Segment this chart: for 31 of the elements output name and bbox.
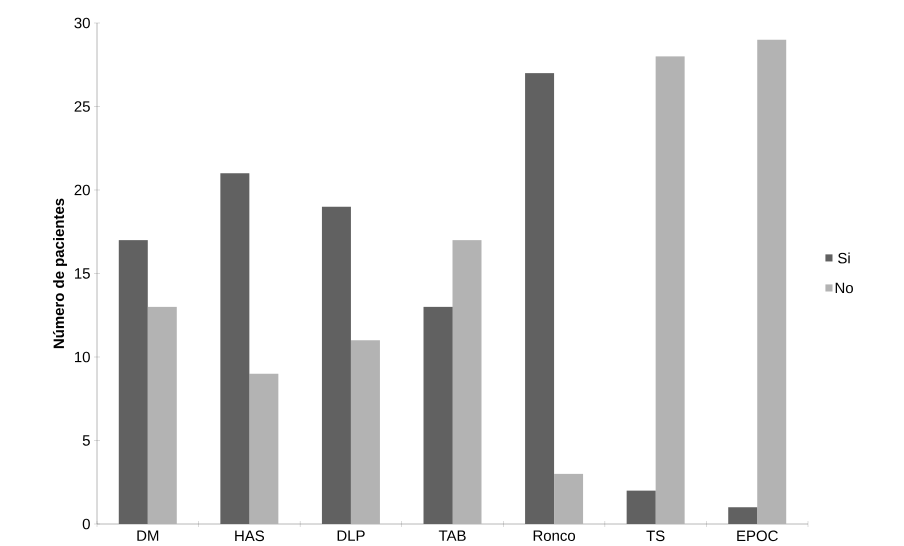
y-tick-label: 0 bbox=[82, 518, 90, 530]
y-axis-title: Número de pacientes bbox=[52, 198, 68, 348]
y-tick-label: 25 bbox=[74, 101, 90, 112]
bar bbox=[148, 306, 177, 524]
bar bbox=[118, 240, 148, 524]
bar bbox=[525, 73, 554, 524]
legend-label: Si bbox=[838, 252, 850, 264]
bar bbox=[452, 240, 482, 524]
x-tick-label: TS bbox=[646, 530, 665, 542]
legend-label: No bbox=[836, 282, 853, 294]
y-tick-label: 10 bbox=[75, 352, 90, 362]
x-tick-label: DM bbox=[137, 530, 158, 541]
y-tick-label: 15 bbox=[75, 268, 90, 279]
y-tick-label: 30 bbox=[74, 18, 90, 28]
bar bbox=[350, 340, 380, 524]
bar bbox=[554, 474, 584, 524]
bar bbox=[322, 206, 351, 524]
x-tick-label: HAS bbox=[235, 530, 264, 542]
y-tick-label: 20 bbox=[74, 184, 90, 196]
x-tick-label: TAB bbox=[438, 530, 466, 541]
bar bbox=[626, 490, 656, 524]
x-tick-label: EPOC bbox=[737, 530, 778, 542]
x-tick-label: DLP bbox=[338, 530, 365, 541]
bar bbox=[424, 306, 453, 524]
bar bbox=[656, 56, 685, 524]
bar bbox=[220, 173, 250, 524]
bar bbox=[249, 374, 278, 524]
y-tick-label: 5 bbox=[82, 435, 90, 446]
bar bbox=[728, 507, 758, 524]
x-tick-label: Ronco bbox=[534, 530, 576, 541]
bar bbox=[757, 40, 786, 524]
